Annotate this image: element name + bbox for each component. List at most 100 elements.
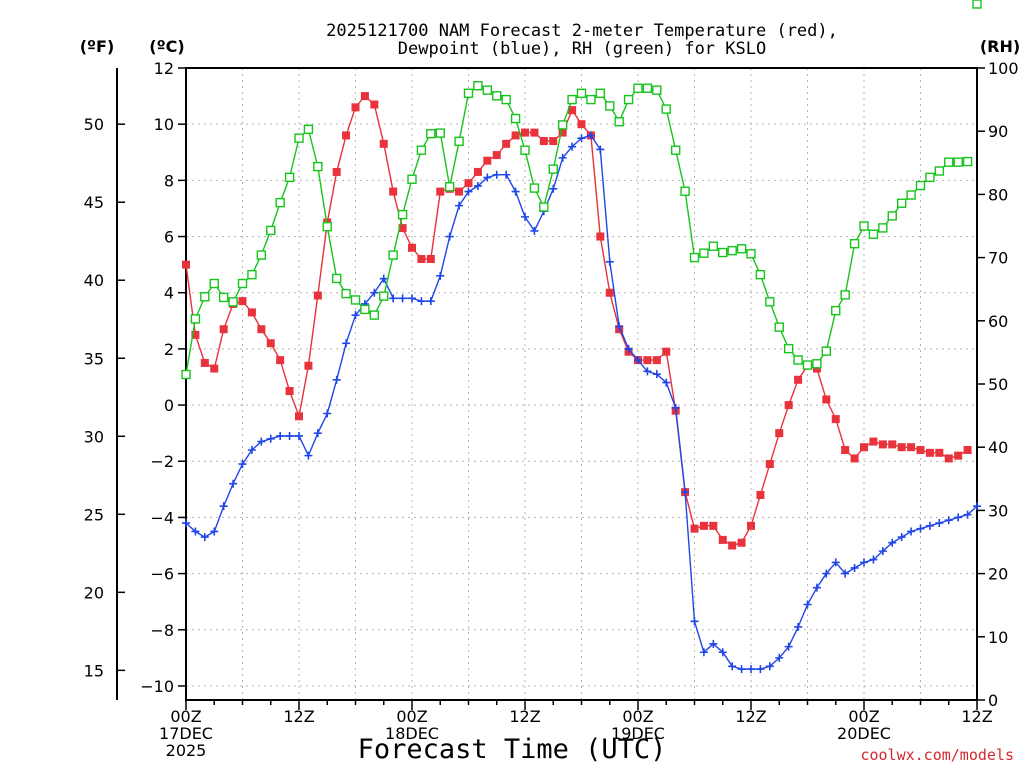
data-point [397,209,408,220]
data-point [331,273,342,284]
data-point [736,244,747,254]
data-point [275,197,285,208]
data-point [681,488,690,497]
data-point [860,443,868,452]
data-point [342,131,351,140]
data-point [398,224,407,233]
data-point [907,443,916,452]
data-point [530,226,539,235]
data-point [850,563,859,572]
data-point [615,322,624,331]
data-point [473,167,482,176]
data-point [444,182,455,192]
data-point [360,92,369,101]
celsius-tick-label: 12 [154,59,174,78]
data-point [389,294,398,303]
data-point [502,139,511,148]
data-point [191,330,200,339]
rh-tick-label: 50 [988,375,1008,394]
data-point [521,212,529,221]
x-tick-label: 00Z [396,707,427,726]
data-point [963,446,972,455]
data-point [295,412,303,421]
data-point [671,403,680,412]
fahrenheit-tick-label: 25 [84,505,104,524]
data-point [492,170,501,179]
data-point [219,502,228,511]
data-point [295,431,303,440]
series-temperature [182,0,981,550]
data-point [869,555,878,564]
x-tick-label: 12Z [283,707,314,726]
data-point [510,113,521,124]
x-axis-label: Forecast Time (UTC) [358,734,667,765]
data-point [708,241,719,251]
data-point [238,297,247,306]
x-tick-label: 00Z [170,707,201,726]
data-point [426,129,436,139]
data-point [662,378,671,387]
data-point [737,665,746,674]
data-point [379,139,388,148]
x-tick-label: 19DEC [611,724,665,743]
data-point [229,479,238,488]
data-point [661,104,671,114]
data-point [200,533,209,542]
data-point [690,617,699,626]
series-line [185,95,968,547]
data-point [276,431,285,440]
data-point [417,297,426,306]
data-point [728,662,737,671]
data-point [408,243,416,252]
data-point [549,137,558,146]
data-point [888,440,897,449]
data-point [304,451,313,460]
data-point [774,322,784,332]
data-point [812,359,822,369]
data-point [868,229,879,239]
data-point [408,294,416,303]
data-point [436,271,445,280]
data-point [276,356,285,365]
data-point [634,356,642,365]
data-point [426,255,435,264]
data-point [831,305,841,316]
data-point [463,88,474,98]
data-point [784,401,793,410]
data-point [492,151,501,160]
data-point [849,238,860,249]
data-point [765,460,774,469]
celsius-tick-label: 6 [164,228,174,247]
data-point [341,288,351,299]
data-point [266,434,275,443]
data-point [728,541,737,550]
data-point [577,120,586,129]
data-point [577,134,586,143]
data-point [718,648,727,657]
data-point [944,157,954,167]
data-point [699,648,708,657]
data-point [783,343,794,354]
data-point [897,533,906,542]
data-point [342,339,351,348]
rh-tick-label: 0 [988,691,998,710]
data-point [954,513,963,522]
celsius-tick-label: 0 [164,396,174,415]
data-point [190,314,201,324]
data-point [869,437,878,446]
data-point [934,166,945,176]
data-point [416,145,427,155]
fahrenheit-tick-label: 15 [84,661,104,680]
data-point [332,167,341,176]
fahrenheit-tick-label: 20 [84,583,104,602]
data-point [285,431,294,440]
data-point [492,91,502,101]
data-point [388,250,398,260]
data-point [247,446,256,455]
data-point [652,85,662,95]
data-point [520,145,530,155]
data-point [643,356,652,365]
data-point [502,170,511,179]
data-point [718,247,728,258]
